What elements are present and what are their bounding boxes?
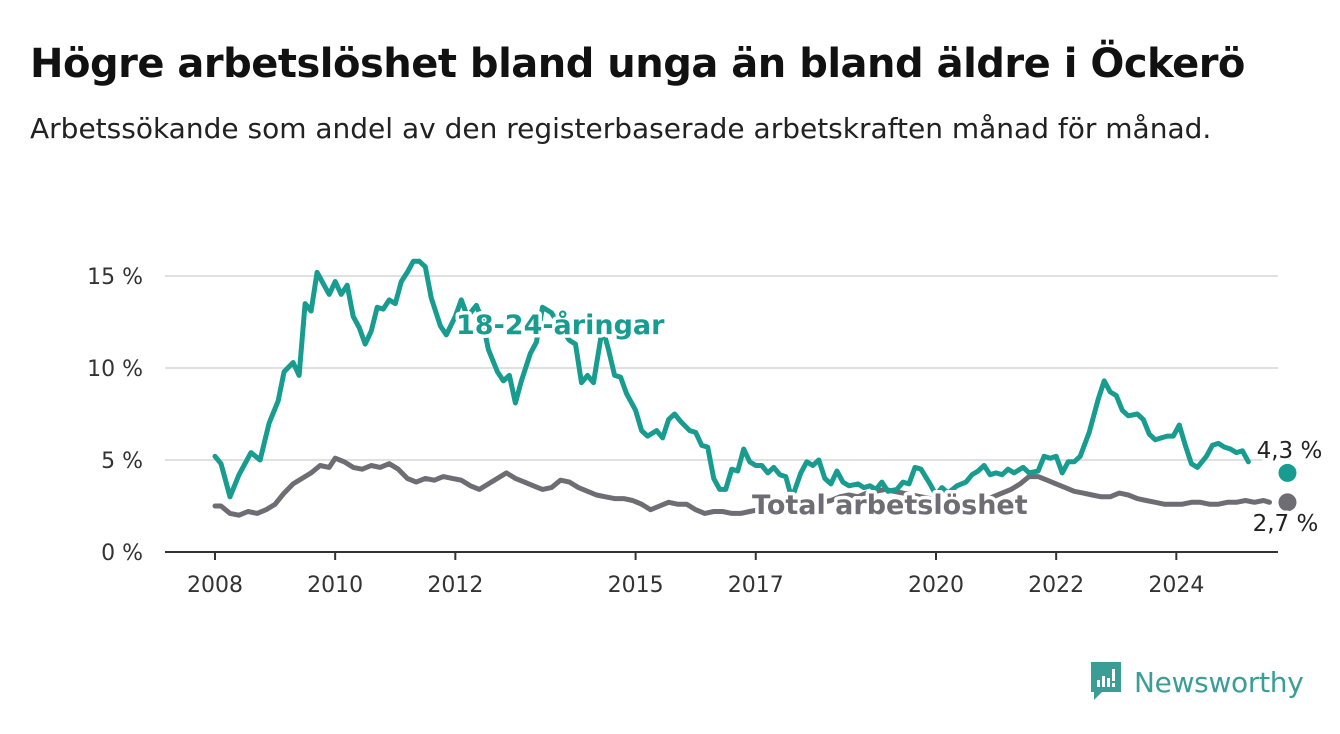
x-tick-label: 2024 — [1148, 573, 1204, 598]
y-tick-label: 5 % — [101, 449, 143, 474]
end-value-total-halo: 2,7 % — [1253, 511, 1319, 537]
x-tick-label: 2012 — [427, 573, 483, 598]
x-tick-label: 2015 — [608, 573, 664, 598]
end-value-18-24: 4,3 % — [1257, 438, 1323, 464]
y-tick-label: 0 % — [101, 541, 143, 566]
chart-title: Högre arbetslöshet bland unga än bland ä… — [30, 41, 1245, 87]
y-tick-label: 10 % — [87, 357, 143, 382]
x-axis-ticks: 2008 2010 2012 2015 2017 2020 2022 2024 — [187, 552, 1204, 598]
endpoint-18-24 — [1278, 463, 1297, 482]
end-value-18-24-halo: 4,3 % — [1257, 438, 1323, 464]
gridlines — [165, 275, 1278, 461]
x-tick-label: 2008 — [187, 573, 243, 598]
series-label-total: Total arbetslöshet — [752, 490, 1028, 521]
newsworthy-logo-icon — [1091, 662, 1121, 700]
x-tick-label: 2022 — [1028, 573, 1084, 598]
series-lines — [212, 258, 1297, 518]
y-tick-label: 15 % — [87, 265, 143, 290]
x-tick-label: 2020 — [908, 573, 964, 598]
endpoint-total — [1278, 493, 1297, 512]
y-axis-ticks: 0 % 5 % 10 % 15 % — [87, 265, 143, 566]
series-label-18-24-halo: 18-24-åringar — [456, 309, 665, 341]
end-value-total: 2,7 % — [1253, 511, 1319, 537]
brand-name: Newsworthy — [1134, 665, 1304, 699]
series-line-18-24 — [212, 258, 1251, 502]
x-tick-label: 2010 — [307, 573, 363, 598]
newsworthy-brand: Newsworthy — [1088, 660, 1304, 704]
series-line-total — [212, 455, 1272, 518]
x-tick-label: 2017 — [728, 573, 784, 598]
series-label-18-24: 18-24-åringar — [456, 309, 665, 341]
chart-subtitle: Arbetssökande som andel av den registerb… — [30, 112, 1212, 145]
series-label-total-halo: Total arbetslöshet — [752, 490, 1028, 521]
